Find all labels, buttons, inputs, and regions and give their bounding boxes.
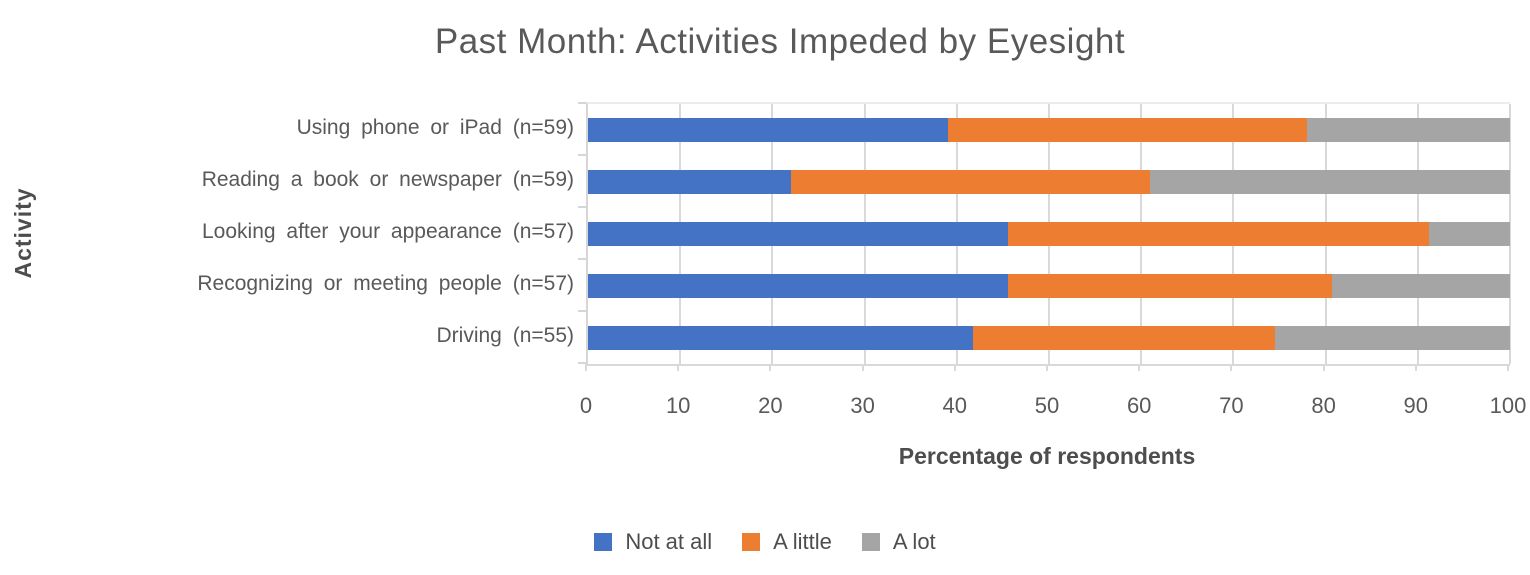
- bar-segment-a-lot: [1332, 274, 1510, 298]
- bar-row: [588, 222, 1510, 246]
- legend-item-a-lot: A lot: [861, 529, 936, 555]
- x-axis-tick: [677, 364, 680, 371]
- bar-segment-a-lot: [1274, 326, 1510, 350]
- legend-item-a-little: A little: [742, 529, 832, 555]
- category-label: Recognizing or meeting people (n=57): [197, 272, 574, 295]
- legend-swatch: [861, 533, 880, 551]
- legend-label: A lot: [892, 529, 936, 554]
- x-axis-tick: [1046, 364, 1048, 371]
- x-axis-tick: [1230, 364, 1233, 371]
- bar-segment-a-little: [1008, 274, 1333, 298]
- legend-item-not-at-all: Not at all: [594, 529, 712, 555]
- plot-area: [586, 102, 1511, 366]
- legend: Not at all A little A lot: [0, 529, 1530, 555]
- x-tick-label: 0: [579, 393, 593, 418]
- bar-segment-not-at-all: [588, 326, 974, 350]
- x-axis-tick: [585, 364, 587, 371]
- category-label: Using phone or iPad (n=59): [296, 116, 574, 139]
- x-axis-tick: [1138, 364, 1141, 371]
- y-axis-tick: [578, 362, 586, 364]
- bar-row: [588, 274, 1510, 298]
- x-tick-label: 90: [1403, 393, 1429, 418]
- category-label: Reading a book or newspaper (n=59): [201, 168, 574, 191]
- x-tick-label: 70: [1219, 393, 1244, 418]
- bar-segment-not-at-all: [588, 274, 1009, 298]
- x-tick-label: 60: [1126, 393, 1152, 418]
- legend-label: Not at all: [625, 529, 713, 554]
- x-tick-label: 10: [665, 393, 691, 418]
- bar-row: [588, 326, 1510, 350]
- x-tick-label: 100: [1489, 393, 1527, 418]
- bar-segment-a-little: [790, 170, 1151, 194]
- y-axis-tick: [578, 206, 586, 208]
- x-axis-title: Percentage of respondents: [898, 443, 1196, 469]
- bar-segment-a-lot: [1307, 118, 1510, 142]
- legend-swatch: [594, 533, 613, 551]
- legend-label: A little: [773, 529, 832, 554]
- x-axis-tick: [1507, 364, 1509, 371]
- bar-segment-a-little: [1008, 222, 1429, 246]
- y-axis-tick: [578, 258, 586, 260]
- x-tick-label: 50: [1034, 393, 1060, 418]
- bar-segment-a-lot: [1150, 170, 1510, 194]
- bar-segment-a-little: [947, 118, 1308, 142]
- x-axis-tick: [861, 364, 864, 371]
- bar-row: [588, 118, 1510, 142]
- x-tick-label: 40: [942, 393, 968, 418]
- x-axis-tick: [953, 364, 956, 371]
- legend-swatch: [742, 533, 761, 551]
- y-axis-tick: [578, 102, 586, 104]
- y-axis-tick: [578, 154, 586, 156]
- bar-segment-not-at-all: [588, 118, 948, 142]
- bar-segment-not-at-all: [588, 170, 791, 194]
- gridline-x-100: [1509, 104, 1511, 364]
- y-axis-tick: [578, 310, 586, 312]
- bar-row: [588, 170, 1510, 194]
- bar-segment-not-at-all: [588, 222, 1009, 246]
- category-label: Driving (n=55): [436, 324, 574, 347]
- x-axis-tick: [1414, 364, 1417, 371]
- x-tick-label: 30: [850, 393, 875, 418]
- chart-title: Past Month: Activities Impeded by Eyesig…: [434, 22, 1126, 61]
- bar-segment-a-little: [973, 326, 1275, 350]
- bar-segment-a-lot: [1428, 222, 1510, 246]
- category-label: Looking after your appearance (n=57): [202, 220, 574, 243]
- x-axis-tick: [769, 364, 772, 371]
- x-axis-tick: [1322, 364, 1325, 371]
- x-tick-label: 80: [1311, 393, 1336, 418]
- x-tick-label: 20: [758, 393, 783, 418]
